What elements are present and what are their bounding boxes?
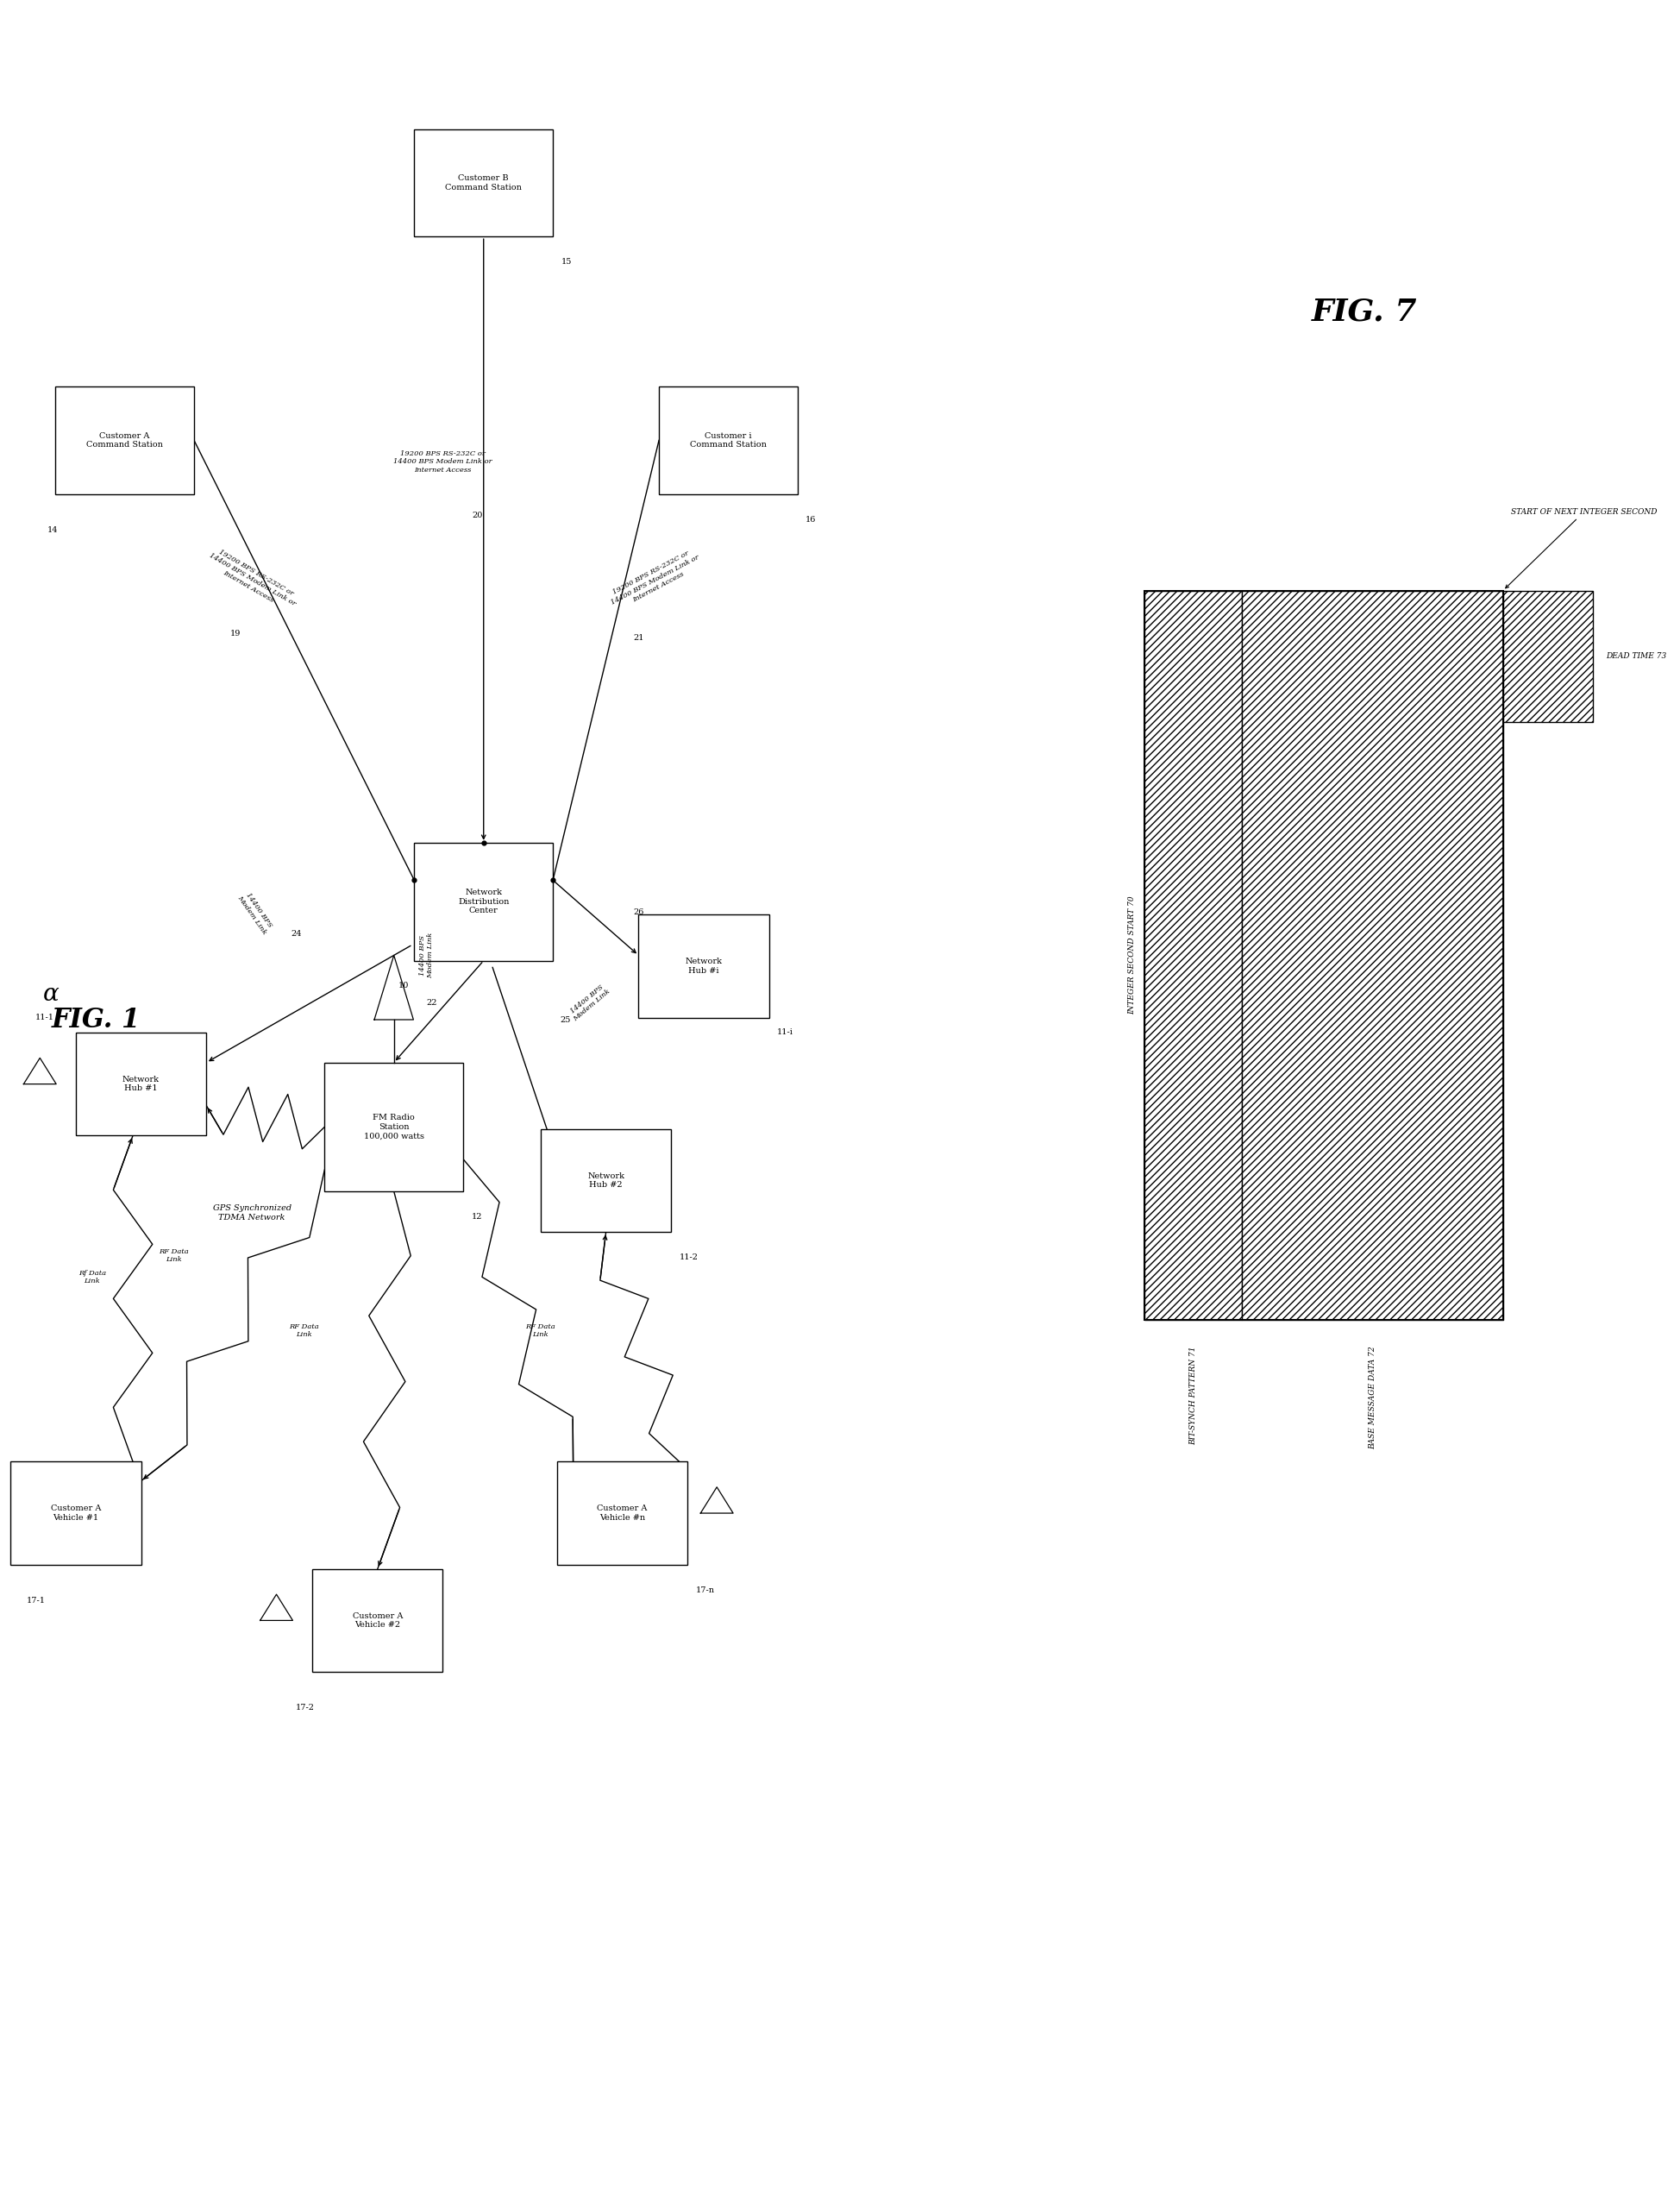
- Bar: [556, 1461, 687, 1565]
- Text: Customer B
Command Station: Customer B Command Station: [445, 175, 522, 190]
- Text: Network
Distribution
Center: Network Distribution Center: [457, 889, 509, 915]
- Text: 17-2: 17-2: [296, 1705, 314, 1711]
- Text: Network
Hub #1: Network Hub #1: [123, 1077, 160, 1092]
- Text: 16: 16: [805, 515, 816, 524]
- Bar: [55, 387, 193, 493]
- Text: GPS Synchronized
TDMA Network: GPS Synchronized TDMA Network: [213, 1205, 291, 1220]
- Text: 14400 BPS
Modem Link: 14400 BPS Modem Link: [566, 982, 612, 1024]
- Text: Network
Hub #2: Network Hub #2: [586, 1172, 625, 1190]
- Text: 17-1: 17-1: [27, 1596, 45, 1605]
- Text: 11-1: 11-1: [35, 1015, 54, 1021]
- Text: 22: 22: [427, 999, 437, 1006]
- Text: 14: 14: [47, 526, 59, 533]
- Text: Customer A
Command Station: Customer A Command Station: [86, 431, 163, 449]
- Bar: [312, 1570, 442, 1672]
- Bar: [413, 842, 553, 960]
- Text: 11-i: 11-i: [776, 1028, 793, 1037]
- Text: 25: 25: [559, 1015, 570, 1024]
- Text: 19200 BPS RS-232C or
14400 BPS Modem Link or
Internet Access: 19200 BPS RS-232C or 14400 BPS Modem Lin…: [203, 546, 301, 615]
- Bar: [324, 1063, 464, 1192]
- Text: 10: 10: [398, 982, 408, 991]
- Text: FIG. 7: FIG. 7: [1310, 296, 1416, 327]
- Text: α: α: [44, 982, 59, 1006]
- Text: 14400 BPS
Modem Link: 14400 BPS Modem Link: [418, 933, 433, 977]
- Text: Customer A
Vehicle #1: Customer A Vehicle #1: [50, 1506, 101, 1521]
- Text: RF Data
Link: RF Data Link: [526, 1324, 556, 1338]
- Text: 11-2: 11-2: [679, 1254, 697, 1260]
- Text: 24: 24: [291, 931, 301, 937]
- Text: 20: 20: [472, 511, 482, 520]
- Text: 12: 12: [470, 1214, 482, 1220]
- Text: DEAD TIME 73: DEAD TIME 73: [1604, 652, 1665, 661]
- Bar: [413, 128, 553, 237]
- Text: Customer A
Vehicle #2: Customer A Vehicle #2: [353, 1612, 403, 1630]
- Text: 19200 BPS RS-232C or
14400 BPS Modem Link or
Internet Access: 19200 BPS RS-232C or 14400 BPS Modem Lin…: [605, 546, 704, 612]
- Bar: [659, 387, 798, 493]
- Text: BASE MESSAGE DATA 72: BASE MESSAGE DATA 72: [1368, 1346, 1376, 1448]
- Text: 19: 19: [230, 630, 240, 637]
- Bar: [1242, 590, 1502, 1320]
- Text: 17-n: 17-n: [696, 1585, 714, 1594]
- Bar: [1144, 590, 1502, 1320]
- Text: Network
Hub #i: Network Hub #i: [685, 957, 722, 975]
- Bar: [10, 1461, 141, 1565]
- Text: INTEGER SECOND START 70: INTEGER SECOND START 70: [1127, 895, 1136, 1015]
- Bar: [1502, 590, 1593, 721]
- Text: START OF NEXT INTEGER SECOND: START OF NEXT INTEGER SECOND: [1505, 509, 1656, 588]
- Text: 19200 BPS RS-232C or
14400 BPS Modem Link or
Internet Access: 19200 BPS RS-232C or 14400 BPS Modem Lin…: [393, 451, 492, 473]
- Text: 21: 21: [633, 635, 643, 641]
- Text: 14400 BPS
Modem Link: 14400 BPS Modem Link: [235, 889, 274, 935]
- Bar: [76, 1033, 207, 1136]
- Text: FIG. 1: FIG. 1: [52, 1006, 141, 1033]
- Text: RF Data
Link: RF Data Link: [289, 1324, 319, 1338]
- Text: RF Data
Link: RF Data Link: [158, 1249, 188, 1262]
- Text: BIT-SYNCH PATTERN 71: BIT-SYNCH PATTERN 71: [1189, 1346, 1196, 1444]
- Bar: [1144, 590, 1242, 1320]
- Bar: [638, 915, 769, 1017]
- Text: Customer A
Vehicle #n: Customer A Vehicle #n: [596, 1506, 647, 1521]
- Text: Rf Data
Link: Rf Data Link: [79, 1269, 106, 1285]
- Text: 26: 26: [633, 909, 643, 915]
- Text: FM Radio
Station
100,000 watts: FM Radio Station 100,000 watts: [363, 1114, 423, 1141]
- Bar: [541, 1130, 670, 1232]
- Text: 15: 15: [561, 259, 571, 265]
- Text: Customer i
Command Station: Customer i Command Station: [689, 431, 766, 449]
